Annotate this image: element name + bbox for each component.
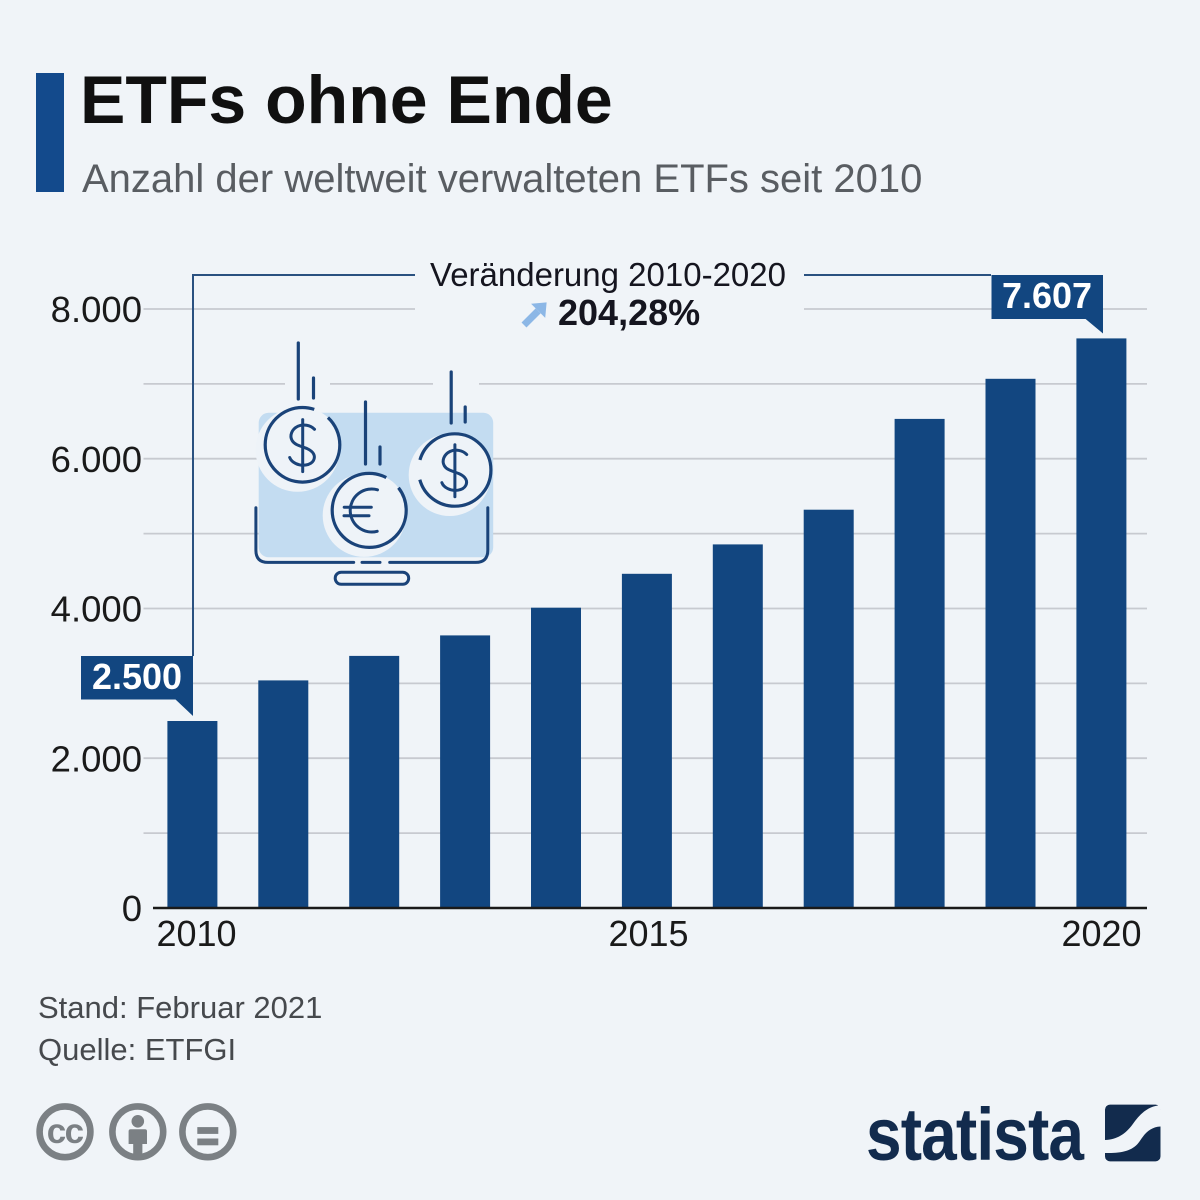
svg-text:ETFs ohne Ende: ETFs ohne Ende bbox=[80, 62, 613, 138]
svg-text:2.500: 2.500 bbox=[92, 656, 182, 697]
svg-text:4.000: 4.000 bbox=[51, 589, 142, 630]
svg-text:2015: 2015 bbox=[608, 913, 688, 954]
svg-text:6.000: 6.000 bbox=[51, 439, 142, 480]
svg-text:Stand: Februar 2021: Stand: Februar 2021 bbox=[38, 990, 322, 1025]
svg-text:8.000: 8.000 bbox=[51, 289, 142, 330]
svg-text:2.000: 2.000 bbox=[51, 738, 142, 779]
svg-text:Anzahl der weltweit verwaltete: Anzahl der weltweit verwalteten ETFs sei… bbox=[82, 157, 922, 201]
svg-text:statista: statista bbox=[866, 1093, 1085, 1176]
svg-text:Veränderung 2010-2020: Veränderung 2010-2020 bbox=[430, 256, 786, 293]
svg-text:Quelle: ETFGI: Quelle: ETFGI bbox=[38, 1032, 236, 1067]
svg-text:0: 0 bbox=[122, 888, 142, 929]
svg-text:cc: cc bbox=[47, 1112, 84, 1151]
svg-text:2020: 2020 bbox=[1061, 913, 1141, 954]
svg-text:2010: 2010 bbox=[156, 913, 236, 954]
svg-text:204,28%: 204,28% bbox=[558, 292, 700, 333]
svg-text:7.607: 7.607 bbox=[1002, 275, 1092, 316]
